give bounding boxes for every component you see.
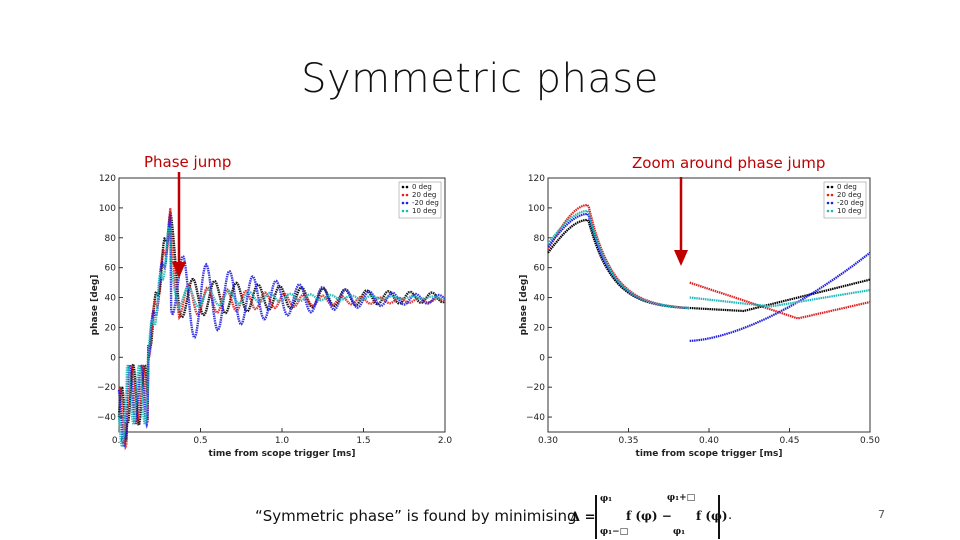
- legend-marker: [405, 209, 409, 213]
- x-axis-label: time from scope trigger [ms]: [209, 449, 356, 459]
- formula-period: .: [728, 508, 733, 523]
- formula-bar-left: [595, 495, 597, 539]
- series-post-10-deg: [689, 289, 871, 308]
- plot-area: [547, 177, 871, 433]
- formula-delta: Δ =: [570, 510, 596, 525]
- legend-marker: [401, 201, 405, 205]
- formula-bar-right: [718, 495, 720, 539]
- y-tick-label: 100: [528, 204, 545, 214]
- legend-entry: 10 deg: [837, 207, 861, 215]
- y-tick-label: 80: [534, 234, 546, 244]
- legend-marker: [405, 201, 409, 205]
- plot-area: [118, 177, 446, 433]
- legend-marker: [830, 193, 834, 197]
- series-post-0-deg: [689, 278, 871, 313]
- x-tick-label: 1.0: [275, 436, 290, 446]
- x-axis-label: time from scope trigger [ms]: [636, 449, 783, 459]
- slide-title: Symmetric phase: [301, 56, 659, 102]
- x-tick-label: 0.50: [860, 436, 880, 446]
- legend-entry: 20 deg: [412, 191, 436, 199]
- y-tick-label: 100: [99, 204, 116, 214]
- zoom-label: Zoom around phase jump: [632, 154, 826, 172]
- x-tick-label: 0.5: [193, 436, 207, 446]
- y-tick-label: 40: [105, 294, 117, 304]
- formula-mid-left: f (φ) −: [626, 509, 672, 523]
- legend-marker: [401, 209, 405, 213]
- legend-entry: 10 deg: [412, 207, 436, 215]
- page-number: 7: [878, 508, 885, 521]
- series-line-10-deg: [117, 225, 446, 451]
- x-tick-label: 0.45: [779, 436, 799, 446]
- y-tick-label: −40: [526, 413, 545, 423]
- y-axis-label: phase [deg]: [90, 275, 100, 336]
- series-line-20-deg: [117, 208, 446, 451]
- y-tick-label: −40: [97, 413, 116, 423]
- legend-marker: [826, 209, 830, 213]
- x-tick-label: 0.30: [538, 436, 558, 446]
- y-tick-label: 120: [528, 174, 545, 184]
- formula: Δ = φ₁ φ₁+□ f (φ) − f (φ) φ₁−□ φ₁ .: [570, 493, 750, 540]
- x-tick-label: 0.40: [699, 436, 719, 446]
- legend-marker: [405, 185, 409, 189]
- legend-entry: -20 deg: [837, 199, 864, 207]
- left-arrow-head: [172, 262, 186, 278]
- series-post--20-deg: [689, 251, 871, 342]
- legend-marker: [826, 193, 830, 197]
- y-tick-label: 0: [539, 353, 545, 363]
- x-tick-label: 0.35: [618, 436, 638, 446]
- legend-entry: 0 deg: [837, 183, 857, 191]
- legend-marker: [401, 185, 405, 189]
- series-line--20-deg: [117, 213, 446, 452]
- x-tick-label: 1.5: [356, 436, 370, 446]
- right-plot: 0.30 0.35 0.40 0.45 0.50 −40 −20 0 20 40 60 80 100 12…: [510, 170, 890, 460]
- formula-bottom-right: φ₁: [673, 527, 686, 537]
- y-tick-label: 20: [534, 323, 546, 333]
- bottom-text: “Symmetric phase” is found by minimising: [255, 507, 577, 525]
- y-tick-label: 40: [534, 294, 546, 304]
- formula-bottom-left: φ₁−□: [600, 527, 629, 537]
- legend-marker: [826, 201, 830, 205]
- y-tick-label: 60: [105, 264, 117, 274]
- x-tick-label: 0.0: [112, 436, 127, 446]
- legend-entry: -20 deg: [412, 199, 439, 207]
- formula-mid-right: f (φ): [696, 509, 728, 523]
- legend-entry: 0 deg: [412, 183, 432, 191]
- legend-marker: [401, 193, 405, 197]
- y-tick-label: 80: [105, 234, 117, 244]
- legend-marker: [826, 185, 830, 189]
- phase-jump-label: Phase jump: [144, 153, 232, 171]
- y-tick-label: 120: [99, 174, 116, 184]
- legend-entry: 20 deg: [837, 191, 861, 199]
- y-tick-label: 60: [534, 264, 546, 274]
- legend-marker: [830, 209, 834, 213]
- y-tick-label: −20: [97, 383, 116, 393]
- legend-marker: [405, 193, 409, 197]
- y-axis-label: phase [deg]: [519, 275, 529, 336]
- series-group: [117, 208, 446, 452]
- phase-jump-chart: 0.0 0.5 1.0 1.5 2.0 −40 −20 0 20 40 60 80 100 120 time…: [90, 174, 453, 459]
- right-arrow-head: [674, 250, 688, 266]
- legend-marker: [830, 185, 834, 189]
- legend-box: [823, 181, 867, 219]
- y-tick-label: 20: [105, 323, 117, 333]
- formula-top-right: φ₁+□: [667, 493, 696, 503]
- y-tick-label: 0: [110, 353, 116, 363]
- zoom-chart: 0.30 0.35 0.40 0.45 0.50 −40 −20 0 20 40 60 80 100 12…: [519, 174, 880, 459]
- y-tick-label: −20: [526, 383, 545, 393]
- series-pre-10-deg: [547, 209, 689, 310]
- legend-box: [398, 181, 442, 219]
- legend-marker: [830, 201, 834, 205]
- left-plot: 0.0 0.5 1.0 1.5 2.0 −40 −20 0 20 40 60 80 100 120 time…: [88, 170, 458, 460]
- x-tick-label: 2.0: [438, 436, 453, 446]
- formula-top-left: φ₁: [600, 494, 613, 504]
- series-pre-20-deg: [547, 203, 689, 309]
